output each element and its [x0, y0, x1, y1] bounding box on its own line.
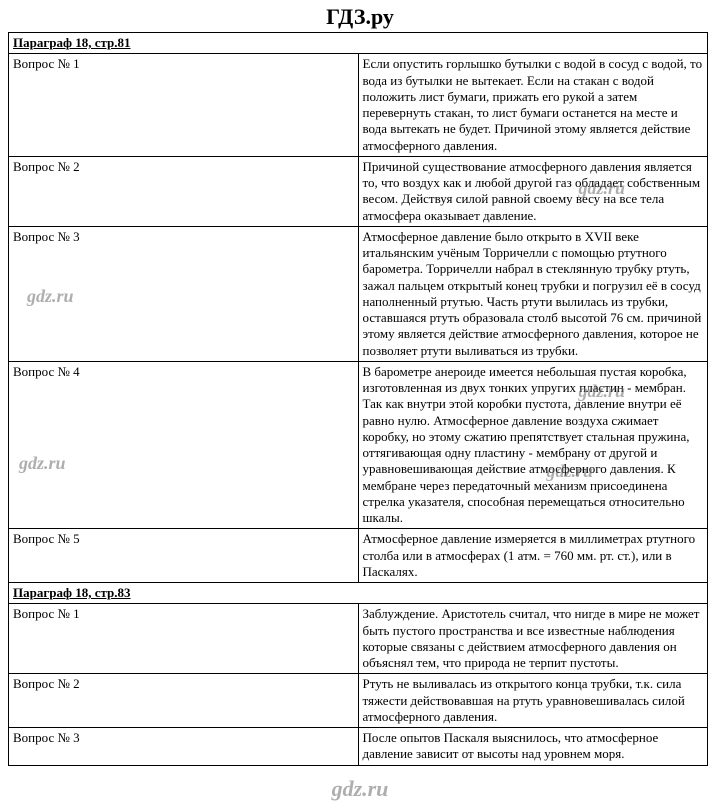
answers-table: Параграф 18, стр.81 Вопрос № 1 Если опус…: [8, 32, 708, 766]
table-row: Вопрос № 1 Если опустить горлышко бутылк…: [9, 54, 708, 157]
table-row: Вопрос № 2 Ртуть не выливалась из открыт…: [9, 674, 708, 728]
answer-cell: Заблуждение. Аристотель считал, что нигд…: [358, 604, 708, 674]
table-row: Вопрос № 3 gdz.ru Атмосферное давление б…: [9, 226, 708, 361]
watermark-text: gdz.ru: [27, 285, 74, 308]
question-cell: Вопрос № 5: [9, 529, 359, 583]
page-title: ГДЗ.ру: [0, 0, 720, 32]
answer-cell: Атмосферное давление измеряется в миллим…: [358, 529, 708, 583]
answer-cell: Атмосферное давление было открыто в XVII…: [358, 226, 708, 361]
table-row: Вопрос № 1 Заблуждение. Аристотель счита…: [9, 604, 708, 674]
question-cell: Вопрос № 2: [9, 156, 359, 226]
footer-watermark: gdz.ru: [0, 766, 720, 812]
table-row: Вопрос № 3 После опытов Паскаля выяснило…: [9, 728, 708, 766]
table-row: Вопрос № 5 Атмосферное давление измеряет…: [9, 529, 708, 583]
question-cell: Вопрос № 1: [9, 54, 359, 157]
answer-cell: После опытов Паскаля выяснилось, что атм…: [358, 728, 708, 766]
question-cell: Вопрос № 1: [9, 604, 359, 674]
answer-cell: Причиной существование атмосферного давл…: [358, 156, 708, 226]
question-cell: Вопрос № 3: [9, 728, 359, 766]
table-row: Вопрос № 4 gdz.ru В барометре анероиде и…: [9, 361, 708, 529]
answer-cell: Ртуть не выливалась из открытого конца т…: [358, 674, 708, 728]
section-header: Параграф 18, стр.81: [9, 33, 708, 54]
question-cell: Вопрос № 4 gdz.ru: [9, 361, 359, 529]
answer-cell: В барометре анероиде имеется небольшая п…: [358, 361, 708, 529]
watermark-text: gdz.ru: [19, 452, 66, 475]
question-cell: Вопрос № 2: [9, 674, 359, 728]
answer-cell: Если опустить горлышко бутылки с водой в…: [358, 54, 708, 157]
section-header: Параграф 18, стр.83: [9, 583, 708, 604]
question-cell: Вопрос № 3 gdz.ru: [9, 226, 359, 361]
table-row: Вопрос № 2 Причиной существование атмосф…: [9, 156, 708, 226]
